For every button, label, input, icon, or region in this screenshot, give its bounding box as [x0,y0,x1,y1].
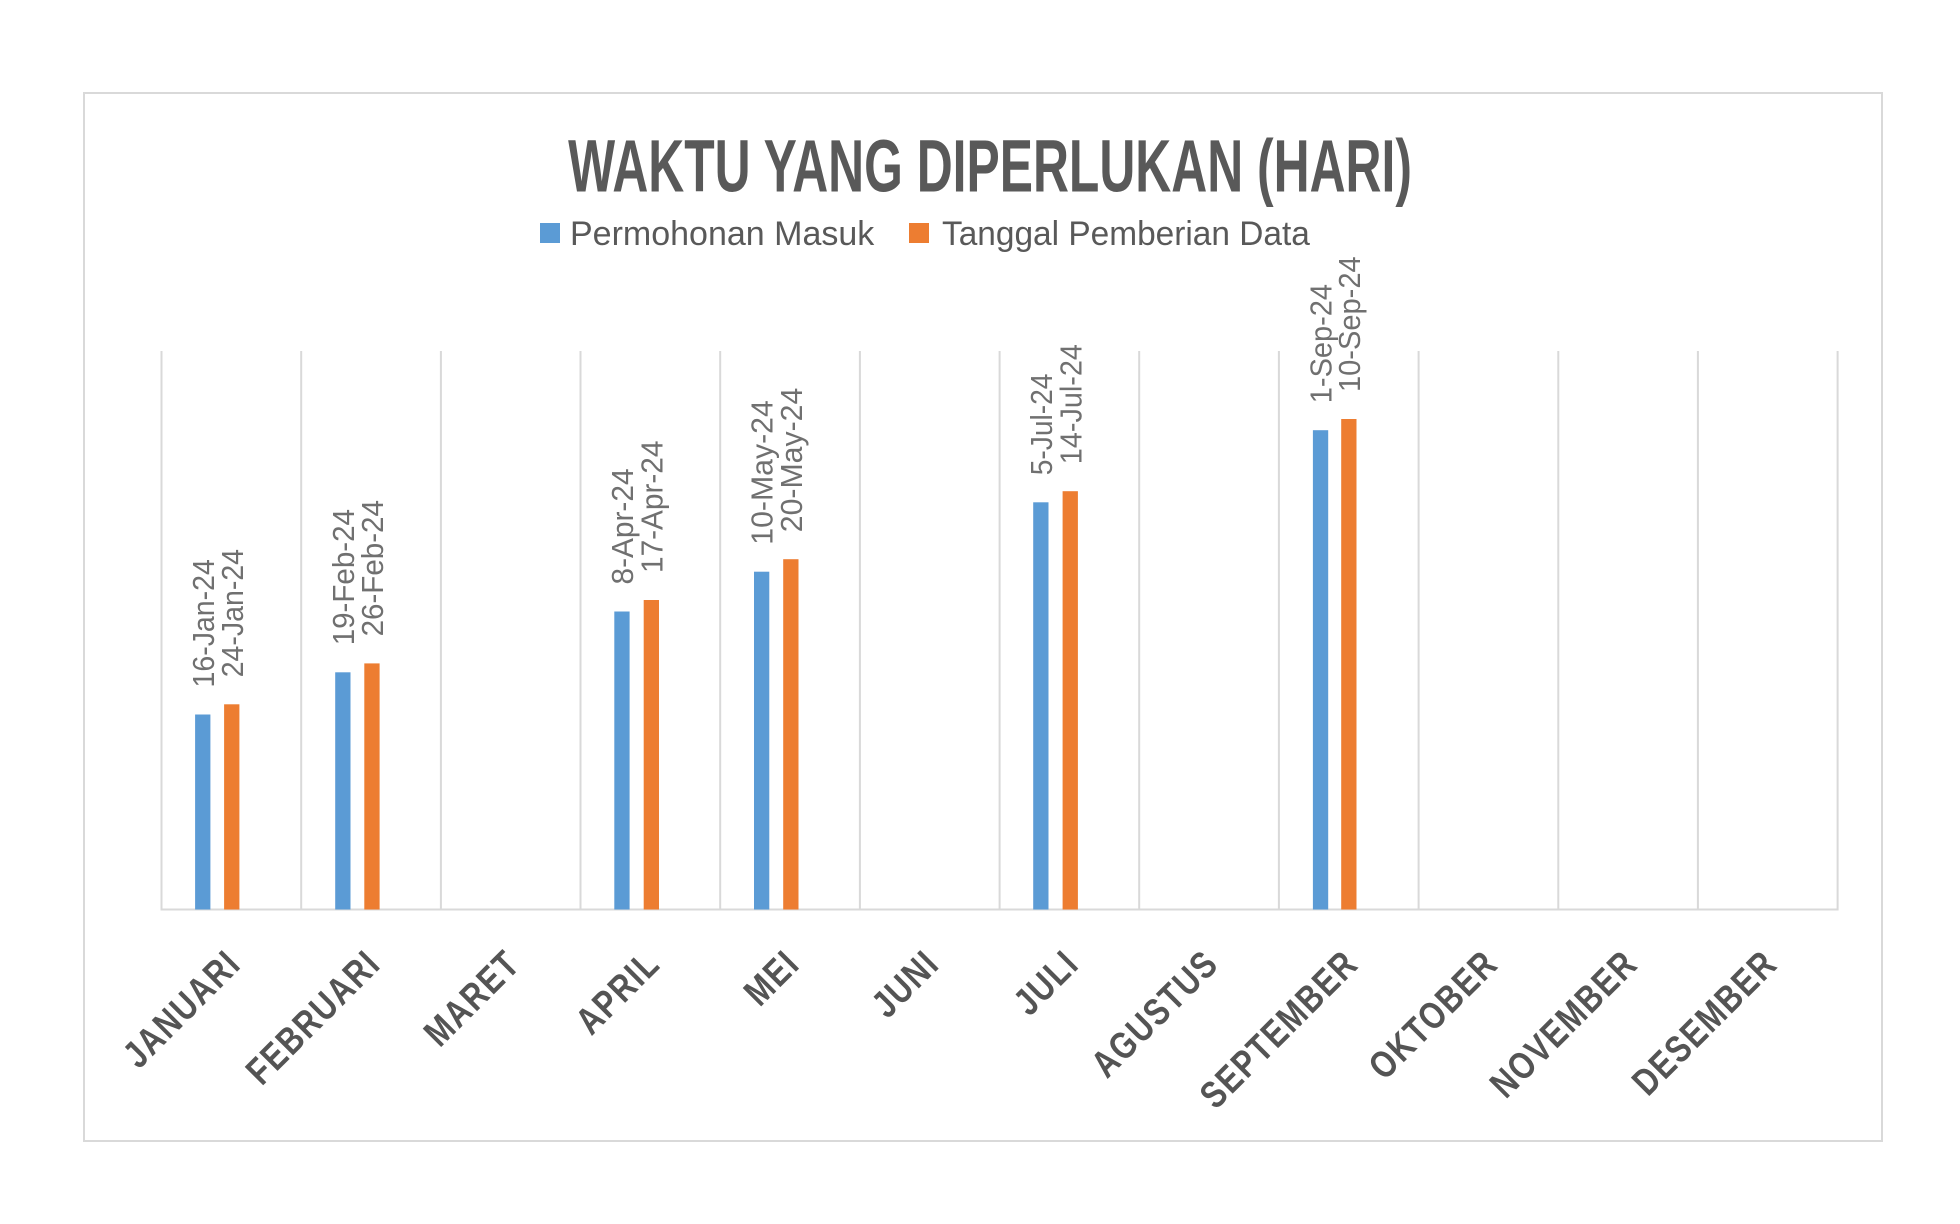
svg-text:10-Sep-24: 10-Sep-24 [1333,256,1367,392]
svg-text:1-Sep-24: 1-Sep-24 [1305,284,1339,403]
svg-text:14-Jul-24: 14-Jul-24 [1054,344,1088,464]
svg-text:8-Apr-24: 8-Apr-24 [605,468,640,584]
svg-text:20-May-24: 20-May-24 [775,388,809,532]
svg-text:17-Apr-24: 17-Apr-24 [635,440,670,573]
svg-text:WAKTU YANG DIPERLUKAN (HARI): WAKTU YANG DIPERLUKAN (HARI) [568,126,1412,208]
svg-text:Permohonan Masuk: Permohonan Masuk [570,215,875,253]
svg-text:Tanggal Pemberian Data: Tanggal Pemberian Data [942,215,1310,253]
svg-text:16-Jan-24: 16-Jan-24 [187,559,221,687]
svg-text:10-May-24: 10-May-24 [745,400,779,544]
svg-text:26-Feb-24: 26-Feb-24 [356,500,390,636]
svg-text:5-Jul-24: 5-Jul-24 [1025,374,1060,476]
svg-text:19-Feb-24: 19-Feb-24 [327,509,361,645]
svg-text:24-Jan-24: 24-Jan-24 [216,549,250,677]
